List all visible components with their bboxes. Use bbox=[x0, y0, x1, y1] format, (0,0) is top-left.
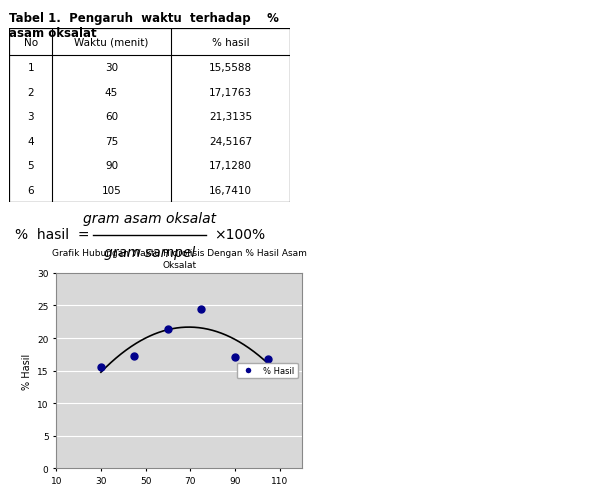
Text: 75: 75 bbox=[105, 137, 118, 146]
Text: Waktu (menit): Waktu (menit) bbox=[75, 38, 149, 48]
Text: %  hasil  =: % hasil = bbox=[14, 227, 89, 241]
Text: 105: 105 bbox=[102, 185, 121, 195]
Text: 60: 60 bbox=[105, 112, 118, 122]
Text: 3: 3 bbox=[27, 112, 34, 122]
Text: 6: 6 bbox=[27, 185, 34, 195]
Text: ×100%: ×100% bbox=[214, 227, 265, 241]
Text: 90: 90 bbox=[105, 161, 118, 171]
Title: Grafik Hubungan Waktu Hidrolisis Dengan % Hasil Asam
Oksalat: Grafik Hubungan Waktu Hidrolisis Dengan … bbox=[52, 249, 307, 270]
Legend: % Hasil: % Hasil bbox=[236, 363, 298, 379]
Text: 24,5167: 24,5167 bbox=[209, 137, 252, 146]
Text: 5: 5 bbox=[27, 161, 34, 171]
Text: 2: 2 bbox=[27, 88, 34, 98]
Text: 15,5588: 15,5588 bbox=[209, 63, 252, 73]
Text: No: No bbox=[24, 38, 38, 48]
Text: gram asam oksalat: gram asam oksalat bbox=[83, 211, 216, 225]
Text: 1: 1 bbox=[27, 63, 34, 73]
Text: 16,7410: 16,7410 bbox=[209, 185, 252, 195]
Y-axis label: % Hasil: % Hasil bbox=[21, 353, 31, 389]
Text: asam oksalat: asam oksalat bbox=[9, 27, 96, 40]
Text: 17,1763: 17,1763 bbox=[209, 88, 252, 98]
Text: 4: 4 bbox=[27, 137, 34, 146]
Text: 45: 45 bbox=[105, 88, 118, 98]
Text: 17,1280: 17,1280 bbox=[209, 161, 252, 171]
Text: 21,3135: 21,3135 bbox=[209, 112, 252, 122]
Text: 30: 30 bbox=[105, 63, 118, 73]
Text: Tabel 1.  Pengaruh  waktu  terhadap    %: Tabel 1. Pengaruh waktu terhadap % bbox=[9, 12, 279, 25]
Text: gram sampel: gram sampel bbox=[104, 245, 195, 260]
Text: % hasil: % hasil bbox=[211, 38, 249, 48]
